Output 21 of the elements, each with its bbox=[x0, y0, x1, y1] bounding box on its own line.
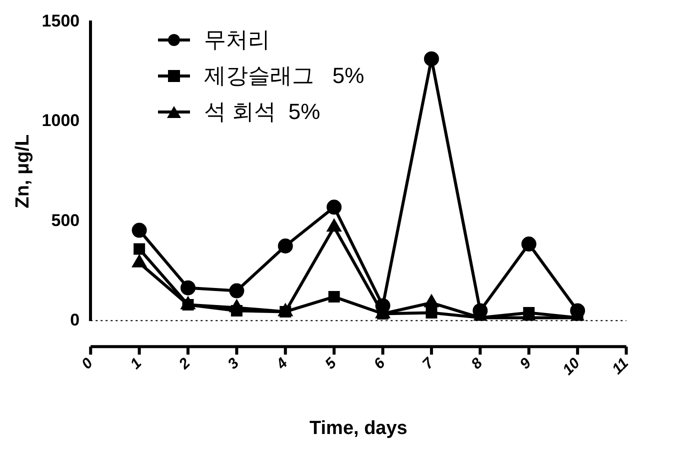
x-tick-label: 11 bbox=[608, 354, 632, 378]
x-tick-label: 4 bbox=[272, 354, 292, 374]
legend-label: 제강슬래그 5% bbox=[204, 62, 364, 90]
legend-label: 석 회석 5% bbox=[204, 98, 320, 126]
x-tick-label: 1 bbox=[127, 354, 146, 373]
x-tick-label: 2 bbox=[175, 354, 194, 374]
x-tick-label: 9 bbox=[516, 354, 536, 373]
y-axis-title: Zn, μg/L bbox=[12, 134, 34, 208]
y-tick-label: 0 bbox=[70, 310, 80, 330]
x-tick-label: 7 bbox=[419, 354, 438, 373]
y-tick-label: 1500 bbox=[42, 12, 80, 31]
x-tick-label: 0 bbox=[78, 354, 97, 373]
x-tick-label: 10 bbox=[560, 354, 584, 379]
y-tick-label: 500 bbox=[51, 210, 80, 230]
x-tick-label: 3 bbox=[224, 354, 243, 373]
y-tick-label: 1000 bbox=[42, 111, 80, 130]
x-tick-label: 6 bbox=[370, 354, 390, 373]
x-tick-label: 8 bbox=[468, 354, 486, 373]
x-axis-title: Time, days bbox=[310, 418, 408, 439]
x-tick-label: 5 bbox=[322, 354, 340, 373]
legend-label: 무처리 bbox=[204, 26, 270, 54]
